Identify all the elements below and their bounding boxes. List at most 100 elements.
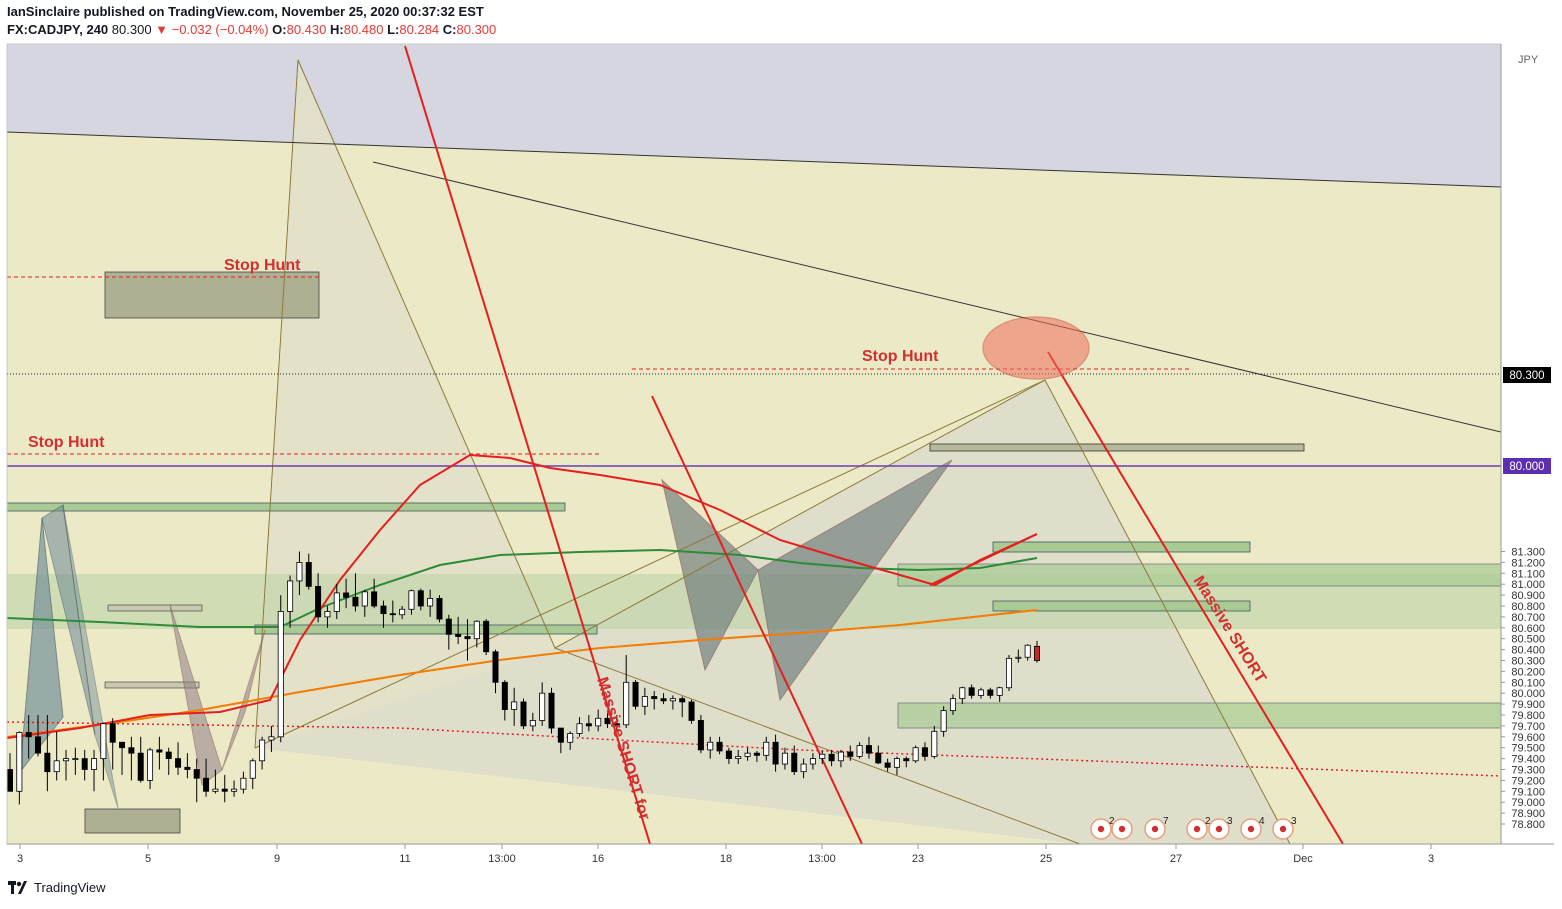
candle	[529, 712, 536, 732]
candle	[35, 715, 42, 757]
candle-body	[436, 597, 443, 620]
supply-box	[104, 271, 320, 319]
candle-body	[716, 741, 723, 752]
candle-body	[912, 747, 919, 762]
candle	[679, 696, 686, 718]
event-dot-icon	[1193, 825, 1201, 833]
time-tick-label: 27	[1170, 853, 1182, 865]
price-tick-label: 81.200	[1511, 557, 1545, 569]
candle-body	[744, 752, 751, 757]
published-line: IanSinclaire published on TradingView.co…	[7, 4, 484, 19]
price-tick-label: 81.100	[1511, 568, 1545, 580]
price-tick-label: 80.000	[1511, 688, 1545, 700]
candle-body	[632, 681, 639, 707]
candle-body	[893, 758, 900, 768]
candle	[427, 589, 434, 617]
event-badge[interactable]: 3	[1272, 816, 1297, 840]
candle-body	[576, 723, 583, 734]
candle	[16, 731, 23, 805]
candle	[809, 753, 816, 770]
event-badge[interactable]: 7	[1144, 816, 1169, 840]
green-ma	[7, 548, 1038, 628]
candle	[44, 715, 51, 792]
candle-body	[651, 696, 658, 700]
candle	[875, 745, 882, 765]
candle	[492, 649, 499, 694]
candle-body	[408, 590, 415, 610]
last-price-tag-text: 80.300	[1509, 370, 1544, 382]
candle	[156, 736, 163, 770]
candle-body	[109, 723, 116, 743]
candle	[669, 695, 676, 710]
candle	[277, 595, 284, 743]
event-badge[interactable]: 2	[1090, 816, 1115, 840]
candle	[977, 687, 984, 699]
candle-body	[1024, 644, 1031, 658]
candle	[175, 742, 182, 775]
price-tick-label: 79.100	[1511, 786, 1545, 798]
harmonic-shape	[661, 478, 759, 672]
candle	[632, 680, 639, 710]
candle	[968, 684, 975, 699]
candle	[315, 573, 322, 623]
candle-body	[949, 698, 956, 712]
candle-body	[63, 758, 70, 762]
candle-body	[7, 769, 13, 792]
candle-body	[305, 562, 312, 587]
demand-box	[84, 808, 181, 834]
candle-body	[1005, 657, 1012, 689]
candle	[548, 687, 555, 734]
candle-body	[203, 777, 210, 792]
candle	[856, 742, 863, 759]
candle	[763, 736, 770, 761]
candle-body	[324, 611, 331, 618]
price-tick-label: 78.800	[1511, 819, 1545, 831]
zone-box	[107, 604, 203, 612]
low-value: 80.284	[399, 22, 440, 37]
close-label: C:	[442, 22, 457, 37]
event-badge[interactable]: 2	[1186, 816, 1211, 840]
candle-body	[735, 756, 742, 759]
zone-box	[897, 702, 1501, 729]
candle-body	[1034, 645, 1041, 661]
candle	[72, 747, 79, 775]
candle-body	[473, 620, 480, 640]
event-badge[interactable]: 4	[1240, 816, 1265, 840]
candle-body	[221, 788, 228, 792]
candle-body	[884, 762, 891, 768]
candle-body	[231, 788, 238, 792]
candle	[483, 619, 490, 656]
candle	[744, 747, 751, 761]
candle-body	[977, 689, 984, 696]
candle	[912, 745, 919, 763]
time-tick-label: 3	[1428, 853, 1434, 865]
time-ticks: 3 5 9 11 13:00 16 18 13:00 23 25 27 Dec 3	[17, 844, 1434, 865]
candle-body	[16, 732, 23, 792]
price-tick-label: 79.700	[1511, 721, 1545, 733]
event-badge[interactable]	[1111, 818, 1133, 840]
short-line	[929, 533, 1038, 586]
time-tick-label: 16	[592, 853, 604, 865]
last-price-tag	[1503, 367, 1551, 383]
candle	[931, 725, 938, 759]
candle	[940, 706, 947, 737]
candle	[716, 736, 723, 755]
candle-body	[35, 736, 42, 754]
candle-body	[781, 752, 788, 765]
short-line	[1047, 351, 1344, 844]
price-tick-label: 81.300	[1511, 547, 1545, 559]
event-badge[interactable]: 3	[1208, 816, 1233, 840]
candle-body	[828, 753, 835, 762]
open-value: 80.430	[286, 22, 327, 37]
event-badges: 2 7 2 3 4 3	[1090, 816, 1297, 840]
harmonic-shape	[221, 629, 266, 771]
candle	[436, 595, 443, 623]
candle-body	[72, 758, 79, 760]
candle	[147, 747, 154, 790]
candle-body	[380, 605, 387, 615]
high-value: 80.480	[343, 22, 384, 37]
candle-body	[44, 752, 51, 773]
stop-hunt-label: Stop Hunt	[224, 257, 301, 274]
zone-box	[992, 541, 1251, 553]
